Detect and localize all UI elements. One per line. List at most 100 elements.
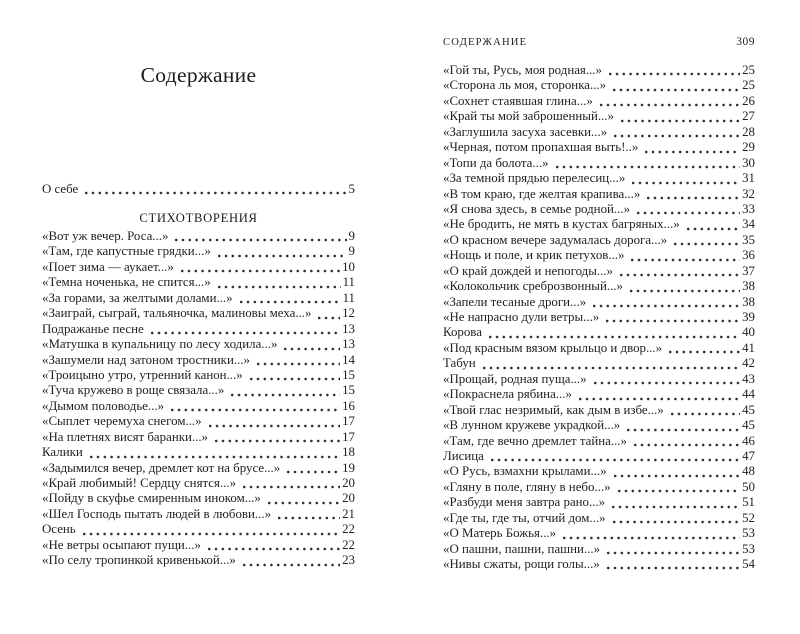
dot-leader (217, 253, 347, 258)
toc-entry-title: «Гляну в поле, гляну в небо...» (443, 479, 611, 494)
toc-entry: «Шел Господь пытать людей в любови...» 2… (42, 507, 355, 522)
running-header-page-number: 309 (736, 36, 755, 48)
toc-entry-title: «По селу тропинкой кривенькой...» (42, 553, 236, 568)
toc-entry-title: «О пашни, пашни, пашни...» (443, 541, 601, 556)
toc-entry-page: 54 (742, 557, 755, 571)
toc-entry: «На плетнях висят баранки...» 17 (42, 430, 355, 445)
toc-entry-page: 20 (342, 491, 355, 506)
toc-entry: «О пашни, пашни, пашни...» 53 (443, 542, 755, 557)
toc-entry-title: «За горами, за желтыми долами...» (42, 290, 233, 305)
toc-entry: «Твой глас незримый, как дым в избе...» … (443, 403, 755, 418)
dot-leader (89, 454, 341, 459)
toc-entry-title: «Троицыно утро, утренний канон...» (42, 367, 243, 382)
toc-entry: Корова 40 (443, 325, 755, 340)
dot-leader (619, 273, 741, 278)
toc-entry-page: 9 (348, 229, 355, 243)
running-header-title: СОДЕРЖАНИЕ (443, 37, 528, 48)
dot-leader (629, 288, 741, 293)
toc-entry-title: Корова (443, 325, 482, 340)
toc-entry-title: «За темной прядью перелесиц...» (443, 171, 626, 186)
toc-entry-title: «О Матерь Божья...» (443, 526, 557, 541)
toc-entry-title: Калики (42, 445, 83, 460)
toc-entry-page: 13 (342, 337, 355, 352)
toc-entry: «Там, где капустные грядки...» 9 (42, 244, 355, 259)
dot-leader (242, 562, 341, 567)
toc-entry-page: 11 (342, 290, 355, 305)
dot-leader (287, 470, 341, 474)
toc-entry-page: 29 (742, 140, 755, 155)
toc-entry: «Не ветры осыпают пущи...» 22 (42, 538, 355, 553)
toc-entry: «Матушка в купальницу по лесу ходила...»… (42, 337, 355, 352)
dot-leader (607, 551, 741, 555)
toc-entry-page: 40 (742, 325, 755, 340)
dot-leader (631, 257, 741, 262)
toc-entry: Табун 42 (443, 356, 755, 371)
toc-entry-page: 46 (742, 433, 755, 448)
toc-entry: «Заглушила засуха засевки...» 28 (443, 125, 755, 140)
toc-entry-page: 15 (342, 367, 355, 382)
toc-entry-title: «Где ты, где ты, отчий дом...» (443, 510, 606, 525)
dot-leader (563, 535, 741, 540)
toc-entry-title: «Сыплет черемуха снегом...» (42, 414, 202, 429)
toc-entry-page: 13 (342, 321, 355, 336)
toc-entry-page: 25 (742, 63, 755, 77)
toc-entry: «Край любимый! Сердцу снятся...» 20 (42, 476, 355, 491)
toc-entry-page: 36 (742, 248, 755, 263)
toc-entry: «Сохнет стаявшая глина...» 26 (443, 94, 755, 109)
toc-entry: «Нивы сжаты, рощи голы...» 54 (443, 557, 755, 572)
toc-entry-title: «Гой ты, Русь, моя родная...» (443, 63, 602, 77)
dot-leader (318, 315, 341, 320)
dot-leader (593, 381, 741, 386)
toc-entry-title: «О Русь, взмахни крылами...» (443, 464, 607, 479)
toc-entry: «Я снова здесь, в семье родной...» 33 (443, 202, 755, 217)
dot-leader (637, 211, 741, 216)
toc-entry-page: 25 (742, 78, 755, 93)
toc-entry-page: 19 (342, 460, 355, 475)
dot-leader (85, 191, 347, 196)
toc-entry-title: «В лунном кружеве украдкой...» (443, 418, 621, 433)
toc-entry-about: О себе 5 (42, 182, 355, 197)
toc-entry-page: 35 (742, 232, 755, 247)
dot-leader (599, 103, 741, 108)
toc-entry-title: «Не бродить, не мять в кустах багряных..… (443, 217, 680, 232)
toc-entry: «О край дождей и непогоды...» 37 (443, 264, 755, 279)
dot-leader (606, 566, 741, 571)
dot-leader (612, 520, 741, 525)
dot-leader (612, 504, 741, 509)
toc-entry: «Топи да болота...» 30 (443, 156, 755, 171)
toc-entry-title: «Нивы сжаты, рощи голы...» (443, 557, 600, 571)
toc-entry-page: 53 (742, 526, 755, 541)
toc-entry: «Край ты мой заброшенный...» 27 (443, 109, 755, 124)
toc-entry-page: 41 (742, 340, 755, 355)
dot-leader (606, 319, 741, 324)
toc-list-left: «Вот уж вечер. Роса...» 9 «Там, где капу… (42, 229, 355, 569)
toc-entry-page: 32 (742, 186, 755, 201)
toc-entry-title: «Поет зима — аукает...» (42, 259, 174, 274)
toc-entry-page: 22 (342, 522, 355, 537)
toc-entry-title: «Заиграй, сыграй, тальяночка, малиновы м… (42, 306, 312, 321)
toc-entry-title: «Вот уж вечер. Роса...» (42, 229, 169, 243)
toc-entry: «О красном вечере задумалась дорога...» … (443, 233, 755, 248)
toc-entry-title: «О край дождей и непогоды...» (443, 263, 613, 278)
dot-leader (620, 118, 741, 123)
dot-leader (555, 165, 741, 170)
toc-entry: «Гляну в поле, гляну в небо...» 50 (443, 480, 755, 495)
dot-leader (82, 531, 341, 536)
toc-entry: «Разбуди меня завтра рано...» 51 (443, 495, 755, 510)
toc-entry-title: «Покраснела рябина...» (443, 387, 572, 402)
toc-entry: «За темной прядью перелесиц...» 31 (443, 171, 755, 186)
section-heading-poems: СТИХОТВОРЕНИЯ (139, 211, 258, 225)
toc-entry-title: «Нощь и поле, и крик петухов...» (443, 248, 625, 263)
dot-leader (215, 439, 341, 444)
toc-entry: «Темна ноченька, не спится...» 11 (42, 275, 355, 290)
toc-entry-title: «Задымился вечер, дремлет кот на брусе..… (42, 460, 281, 475)
toc-entry: «Запели тесаные дроги...» 38 (443, 295, 755, 310)
dot-leader (207, 547, 341, 552)
toc-entry-page: 28 (742, 124, 755, 139)
toc-entry-title: «Черная, потом пропахшая выть!..» (443, 140, 639, 155)
dot-leader (614, 134, 741, 139)
toc-entry-title: О себе (42, 182, 79, 196)
toc-entry-page: 47 (742, 448, 755, 463)
toc-entry-page: 18 (342, 445, 355, 460)
toc-entry-page: 15 (342, 383, 355, 398)
